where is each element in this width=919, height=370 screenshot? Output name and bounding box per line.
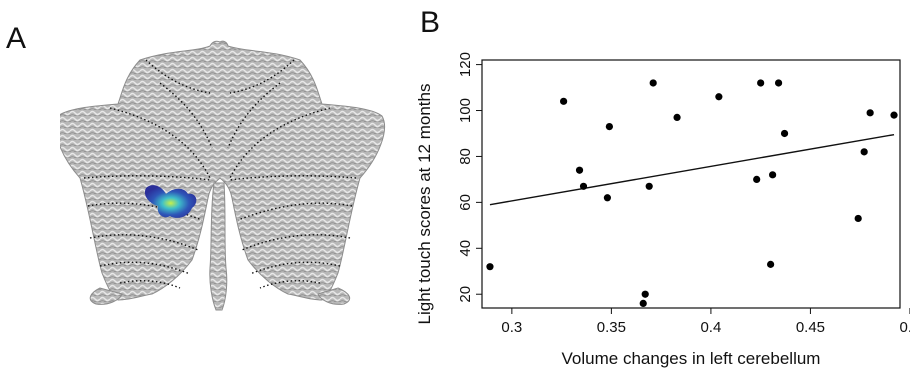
data-point (780, 129, 789, 138)
data-point (641, 290, 649, 298)
data-point (866, 109, 874, 117)
data-point (579, 182, 588, 190)
x-tick-label: 0.45 (796, 319, 825, 336)
y-tick-label: 60 (457, 194, 474, 211)
x-tick-label: 0.5 (900, 319, 910, 336)
flatmap-body (60, 40, 386, 301)
panel-a-label: A (6, 22, 27, 55)
y-tick-label: 40 (457, 240, 474, 257)
y-axis-ticks: 20 40 60 80 100 120 (457, 52, 482, 303)
regression-line (489, 133, 895, 206)
flatmap-right-tip (317, 287, 351, 305)
data-point (767, 260, 775, 268)
data-point (769, 171, 777, 179)
flatmap-vermis (209, 182, 228, 311)
scatter-chart: 0.3 0.35 0.4 0.45 0.5 20 40 60 80 100 120 Volume … (415, 52, 910, 368)
data-point (486, 263, 494, 271)
data-point (854, 214, 862, 223)
x-tick-label: 0.3 (501, 319, 522, 336)
panel-b-label: B (420, 6, 441, 39)
data-point (560, 97, 568, 105)
data-point (860, 148, 868, 156)
data-point (774, 79, 783, 87)
x-axis-label: Volume changes in left cerebellum (562, 349, 821, 368)
data-points (486, 79, 898, 308)
data-point (753, 175, 761, 184)
data-point (890, 111, 898, 119)
data-point (715, 93, 723, 101)
data-point (603, 194, 611, 202)
data-point (575, 166, 584, 174)
y-tick-label: 100 (457, 98, 474, 123)
data-point (645, 182, 653, 190)
x-tick-label: 0.4 (700, 319, 721, 336)
data-point (649, 79, 657, 87)
data-point (757, 79, 765, 87)
y-tick-label: 120 (457, 52, 474, 77)
lobule-boundaries (83, 59, 357, 289)
data-point (673, 113, 681, 122)
data-point (605, 122, 613, 131)
flatmap-left-tip (89, 287, 123, 305)
activation-cluster (144, 185, 197, 218)
y-axis-label: Light touch scores at 12 months (415, 84, 434, 325)
y-tick-label: 20 (457, 286, 474, 303)
data-point (639, 299, 647, 308)
x-tick-label: 0.35 (597, 319, 626, 336)
x-axis-ticks: 0.3 0.35 0.4 0.45 0.5 (501, 308, 910, 336)
y-tick-label: 80 (457, 148, 474, 165)
cerebellum-flatmap-image (60, 40, 386, 311)
plot-frame (481, 59, 901, 309)
